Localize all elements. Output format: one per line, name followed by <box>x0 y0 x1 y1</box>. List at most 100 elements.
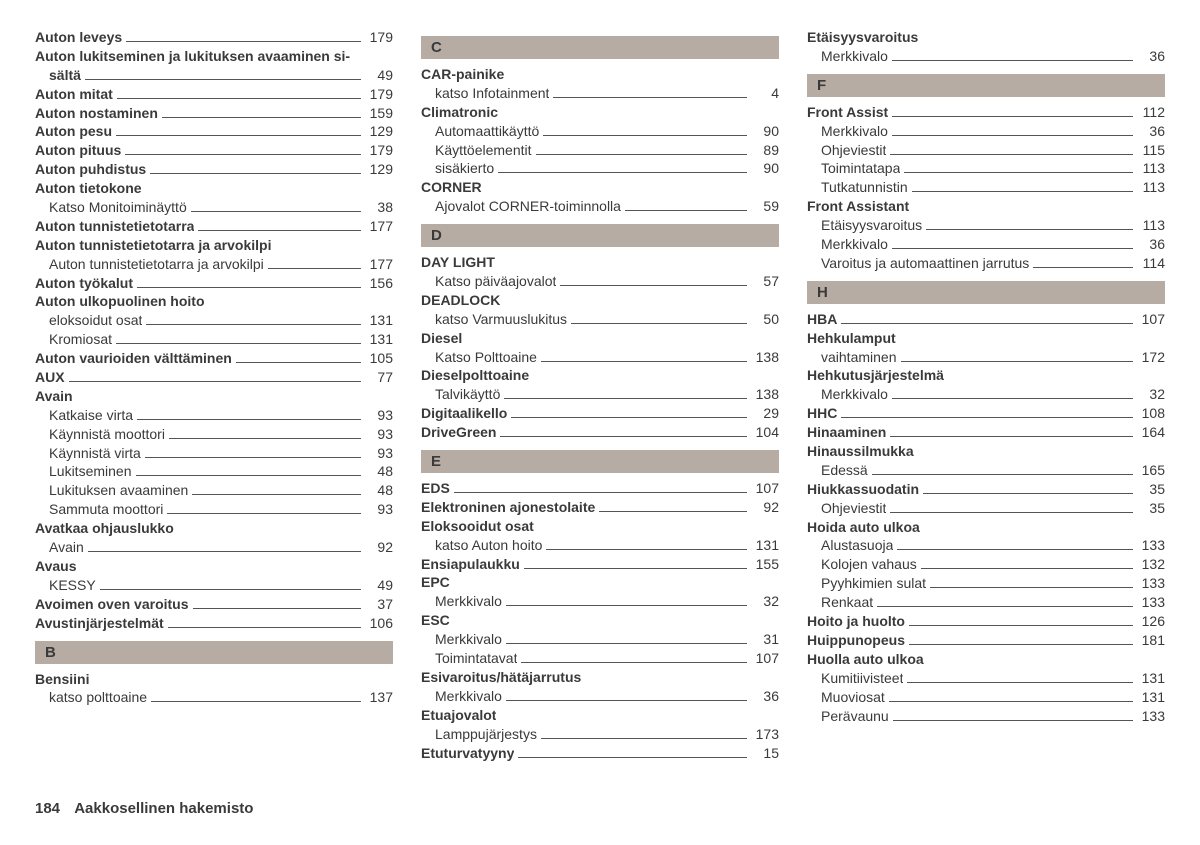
leader-line <box>930 587 1133 588</box>
leader-line <box>889 701 1133 702</box>
leader-line <box>892 248 1133 249</box>
index-entry: Merkkivalo36 <box>807 122 1165 141</box>
index-entry: Merkkivalo36 <box>807 47 1165 66</box>
page-number: 184 <box>35 800 60 817</box>
leader-line <box>892 60 1133 61</box>
index-entry: katso Auton hoito131 <box>421 536 779 555</box>
index-entry: DAY LIGHT <box>421 253 779 272</box>
column-3: EtäisyysvaroitusMerkkivalo36FFront Assis… <box>807 28 1165 788</box>
entry-label: sisäkierto <box>435 159 494 178</box>
entry-label: Käynnistä virta <box>49 444 141 463</box>
index-entry: Lukituksen avaaminen48 <box>35 481 393 500</box>
entry-label: Merkkivalo <box>821 235 888 254</box>
leader-line <box>892 398 1133 399</box>
index-entry: CAR-painike <box>421 65 779 84</box>
entry-page: 59 <box>751 197 779 216</box>
entry-label: Auton ulkopuolinen hoito <box>35 292 205 311</box>
entry-label: DriveGreen <box>421 423 496 442</box>
leader-line <box>198 230 361 231</box>
entry-label: Etuajovalot <box>421 706 496 725</box>
index-entry: Hinaaminen164 <box>807 423 1165 442</box>
entry-label: Huolla auto ulkoa <box>807 650 924 669</box>
leader-line <box>909 644 1133 645</box>
leader-line <box>877 606 1133 607</box>
entry-page: 36 <box>751 687 779 706</box>
leader-line <box>543 135 747 136</box>
entry-label: Käyttöelementit <box>435 141 532 160</box>
entry-label: Merkkivalo <box>821 385 888 404</box>
entry-page: 131 <box>365 330 393 349</box>
index-entry: katso polttoaine137 <box>35 688 393 707</box>
leader-line <box>541 361 747 362</box>
entry-page: 131 <box>1137 669 1165 688</box>
index-entry: Auton tunnistetietotarra ja arvokilpi <box>35 236 393 255</box>
index-entry: Lamppujärjestys173 <box>421 725 779 744</box>
entry-label: HBA <box>807 310 837 329</box>
entry-label: Renkaat <box>821 593 873 612</box>
entry-label: Ohjeviestit <box>821 499 886 518</box>
entry-label: Auton pesu <box>35 122 112 141</box>
index-entry: Auton lukitseminen ja lukituksen avaamin… <box>35 47 393 66</box>
letter-header: D <box>421 224 779 247</box>
entry-page: 90 <box>751 159 779 178</box>
index-entry: Digitaalikello29 <box>421 404 779 423</box>
index-entry: Hinaussilmukka <box>807 442 1165 461</box>
index-entry: Auton pituus179 <box>35 141 393 160</box>
entry-label: Elektroninen ajonestolaite <box>421 498 595 517</box>
entry-page: 107 <box>751 479 779 498</box>
leader-line <box>536 154 748 155</box>
index-entry: Alustasuoja133 <box>807 536 1165 555</box>
leader-line <box>167 513 361 514</box>
entry-page: 129 <box>365 122 393 141</box>
index-columns: Auton leveys179Auton lukitseminen ja luk… <box>35 28 1165 788</box>
leader-line <box>625 210 747 211</box>
entry-label: Pyyhkimien sulat <box>821 574 926 593</box>
leader-line <box>162 117 361 118</box>
entry-page: 32 <box>1137 385 1165 404</box>
leader-line <box>498 172 747 173</box>
leader-line <box>541 738 747 739</box>
leader-line <box>500 436 747 437</box>
entry-page: 57 <box>751 272 779 291</box>
entry-page: 138 <box>751 348 779 367</box>
index-entry: Hiukkassuodatin35 <box>807 480 1165 499</box>
entry-label: Toimintatavat <box>435 649 517 668</box>
index-entry: Elektroninen ajonestolaite92 <box>421 498 779 517</box>
leader-line <box>890 154 1133 155</box>
index-entry: Auton nostaminen159 <box>35 104 393 123</box>
entry-label: Merkkivalo <box>435 630 502 649</box>
entry-label: sältä <box>49 66 81 85</box>
index-entry: vaihtaminen172 <box>807 348 1165 367</box>
entry-label: Ajovalot CORNER-toiminnolla <box>435 197 621 216</box>
entry-page: 126 <box>1137 612 1165 631</box>
entry-label: Katkaise virta <box>49 406 133 425</box>
index-entry: Käynnistä moottori93 <box>35 425 393 444</box>
entry-page: 133 <box>1137 536 1165 555</box>
leader-line <box>169 438 361 439</box>
entry-page: 15 <box>751 744 779 763</box>
index-entry: Hoito ja huolto126 <box>807 612 1165 631</box>
leader-line <box>599 511 747 512</box>
entry-label: Toimintatapa <box>821 159 900 178</box>
leader-line <box>151 701 361 702</box>
leader-line <box>126 41 361 42</box>
leader-line <box>454 492 747 493</box>
entry-label: Diesel <box>421 329 462 348</box>
entry-page: 92 <box>365 538 393 557</box>
page-footer: 184 Aakkosellinen hakemisto <box>35 800 253 817</box>
leader-line <box>893 720 1133 721</box>
entry-label: Auton tunnistetietotarra ja arvokilpi <box>35 236 271 255</box>
entry-label: KESSY <box>49 576 96 595</box>
entry-label: DEADLOCK <box>421 291 500 310</box>
index-entry: katso Varmuuslukitus50 <box>421 310 779 329</box>
leader-line <box>150 173 361 174</box>
index-entry: Merkkivalo 32 <box>807 385 1165 404</box>
leader-line <box>506 700 747 701</box>
index-entry: Etäisyysvaroitus <box>807 28 1165 47</box>
column-2: CCAR-painikekatso Infotainment4Climatron… <box>421 28 779 788</box>
leader-line <box>137 287 361 288</box>
index-entry: Edessä165 <box>807 461 1165 480</box>
entry-label: AUX <box>35 368 65 387</box>
entry-page: 133 <box>1137 593 1165 612</box>
leader-line <box>511 417 747 418</box>
